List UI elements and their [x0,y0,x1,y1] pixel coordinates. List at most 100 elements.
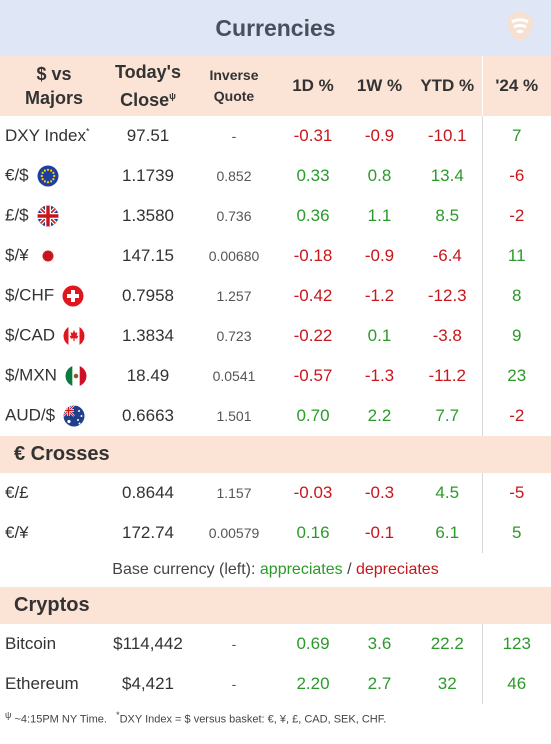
legend-prefix: Base currency (left): [112,561,256,578]
change-ytd: -6.4 [432,246,462,265]
uk-flag-icon [37,205,59,227]
table-row: £/$ 1.3580 0.736 0.36 1.1 8.5 -2 [0,196,551,236]
pair-name: $/CHF [0,276,108,316]
table-row: $/¥ 147.15 0.00680 -0.18 -0.9 -6.4 11 [0,236,551,276]
inverse-quote: 1.501 [216,408,252,424]
inverse-quote: - [231,676,237,692]
pair-name: Ethereum [5,674,79,693]
change-1w: 1.1 [367,206,392,225]
close-value: $114,442 [113,634,183,653]
inverse-quote: 0.0541 [212,368,256,384]
legend-depreciates: depreciates [355,561,439,578]
change-1d: -0.42 [293,286,333,305]
change-ytd: 7.7 [435,406,460,425]
change-2024: 9 [481,316,551,356]
change-2024: 11 [481,236,551,276]
inverse-quote: 0.00680 [208,248,260,264]
publisher-logo-icon [507,12,533,42]
australia-flag-icon [63,405,85,427]
table-row: €/¥ 172.74 0.00579 0.16 -0.1 6.1 5 [0,513,551,553]
change-1w: -0.9 [364,126,395,145]
change-1w: 0.1 [367,326,392,345]
inverse-quote: 0.736 [216,208,252,224]
change-2024: 123 [481,624,551,664]
change-ytd: -11.2 [428,366,467,385]
close-value: 1.1739 [122,166,174,185]
change-ytd: 22.2 [430,634,464,653]
swiss-flag-icon [62,285,84,307]
inverse-quote: - [231,128,237,144]
change-2024: -2 [481,196,551,236]
change-ytd: 13.4 [430,166,464,185]
change-1d: -0.31 [293,126,333,145]
change-2024: -5 [481,473,551,513]
japan-flag-icon [37,245,59,267]
pair-name: $/MXN [0,356,108,396]
pair-name: €/£ [5,483,29,502]
table-row: AUD/$ 0.6663 1.501 0.70 2.2 7.7 -2 [0,396,551,436]
inverse-quote: 0.723 [216,328,252,344]
table-row: $/CHF 0.7958 1.257 -0.42 -1.2 -12.3 8 [0,276,551,316]
table-row: €/$ 1.1739 0.852 0.33 0.8 13.4 -6 [0,156,551,196]
canada-flag-icon [63,325,85,347]
page-title: Currencies [215,14,336,41]
table-row: DXY Index* 97.51 - -0.31 -0.9 -10.1 7 [0,116,551,156]
pair-name: $/¥ [0,236,108,276]
change-1d: 0.69 [296,634,330,653]
crosses-table: €/£ 0.8644 1.157 -0.03 -0.3 4.5 -5 €/¥ 172.74 0.0… [0,473,551,553]
inverse-quote: 1.157 [216,485,252,501]
change-ytd: 32 [437,674,457,693]
header-row: $ vs Majors Today's Closeψ Inverse Quote 1D… [0,56,551,116]
header-pair: $ vs Majors [0,56,108,116]
close-value: 1.3580 [122,206,174,225]
pair-name: DXY Index* [5,126,90,145]
crosses-section-title: € Crosses [0,436,551,473]
cryptos-table: Bitcoin $114,442 - 0.69 3.6 22.2 123 Ethereum $4… [0,624,551,704]
legend-appreciates: appreciates [259,561,343,578]
header-1d: 1D % [280,56,346,116]
table-row: $/MXN 18.49 0.0541 -0.57 -1.3 -11.2 23 [0,356,551,396]
close-value: 0.7958 [122,286,174,305]
close-value: 1.3834 [122,326,174,345]
table-row: Ethereum $4,421 - 2.20 2.7 32 46 [0,664,551,704]
pair-name: €/¥ [5,523,29,542]
eu-flag-icon [37,165,59,187]
change-ytd: -3.8 [432,326,462,345]
change-2024: 7 [481,116,551,156]
change-ytd: -12.3 [427,286,467,305]
mexico-flag-icon [65,365,87,387]
close-value: 0.6663 [122,406,174,425]
change-1d: -0.03 [293,483,333,502]
title-bar: Currencies [0,0,551,56]
change-1w: 3.6 [367,634,392,653]
change-ytd: -10.1 [427,126,467,145]
change-1d: -0.22 [293,326,333,345]
change-1w: -0.1 [364,523,395,542]
table-row: $/CAD 1.3834 0.723 -0.22 0.1 -3.8 9 [0,316,551,356]
change-2024: 46 [481,664,551,704]
pair-name: $/CAD [0,316,108,356]
header-1w: 1W % [346,56,413,116]
change-1d: 0.70 [296,406,330,425]
change-1d: 2.20 [296,674,330,693]
close-value: 172.74 [122,523,174,542]
change-2024: 8 [481,276,551,316]
close-value: 147.15 [122,246,174,265]
change-ytd: 6.1 [435,523,460,542]
header-inverse: Inverse Quote [188,56,280,116]
majors-table: $ vs Majors Today's Closeψ Inverse Quote 1D… [0,56,551,436]
inverse-quote: 0.852 [216,168,252,184]
header-ytd: YTD % [413,56,482,116]
change-ytd: 4.5 [435,483,460,502]
table-row: Bitcoin $114,442 - 0.69 3.6 22.2 123 [0,624,551,664]
table-row: €/£ 0.8644 1.157 -0.03 -0.3 4.5 -5 [0,473,551,513]
footnotes: ψ ~4:15PM NY Time. *DXY Index = $ versus… [5,710,387,726]
header-2024: '24 % [481,56,551,116]
legend-separator: / [347,561,352,578]
inverse-quote: - [231,636,237,652]
inverse-quote: 0.00579 [208,525,260,541]
change-2024: -6 [481,156,551,196]
change-2024: -2 [481,396,551,436]
change-2024: 23 [481,356,551,396]
change-1w: -1.2 [364,286,395,305]
